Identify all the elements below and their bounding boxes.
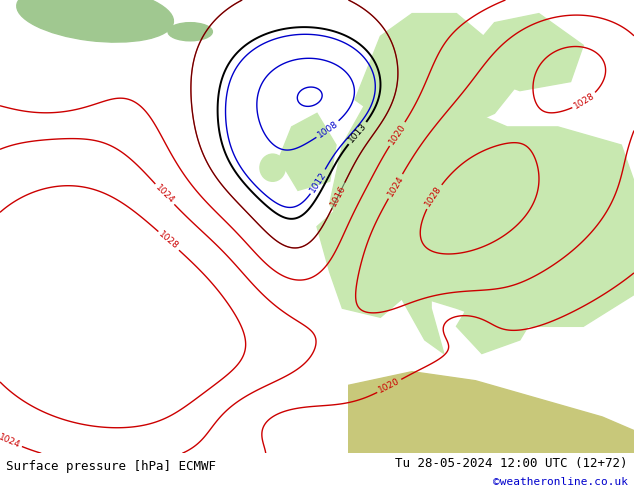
Text: 1028: 1028 (424, 185, 444, 209)
Ellipse shape (16, 0, 174, 42)
Text: 1028: 1028 (573, 91, 597, 111)
Text: 1024: 1024 (0, 432, 22, 450)
Polygon shape (355, 14, 520, 136)
Text: 1024: 1024 (153, 183, 176, 205)
Text: Tu 28-05-2024 12:00 UTC (12+72): Tu 28-05-2024 12:00 UTC (12+72) (395, 457, 628, 470)
Ellipse shape (260, 154, 285, 181)
Text: 1012: 1012 (308, 170, 328, 194)
Text: 1020: 1020 (377, 377, 401, 395)
Ellipse shape (168, 23, 212, 41)
Text: 1028: 1028 (157, 230, 181, 251)
Polygon shape (317, 204, 412, 318)
Text: 1008: 1008 (316, 119, 340, 140)
Polygon shape (279, 113, 336, 191)
Text: 1020: 1020 (387, 122, 408, 146)
Polygon shape (456, 14, 583, 91)
Polygon shape (399, 263, 444, 354)
Polygon shape (330, 91, 634, 326)
Text: ©weatheronline.co.uk: ©weatheronline.co.uk (493, 477, 628, 487)
Polygon shape (349, 371, 634, 453)
Text: 1024: 1024 (385, 174, 405, 198)
Text: Surface pressure [hPa] ECMWF: Surface pressure [hPa] ECMWF (6, 460, 216, 473)
Polygon shape (456, 290, 539, 354)
Text: 1016: 1016 (329, 183, 348, 208)
Text: 1013: 1013 (347, 122, 368, 145)
